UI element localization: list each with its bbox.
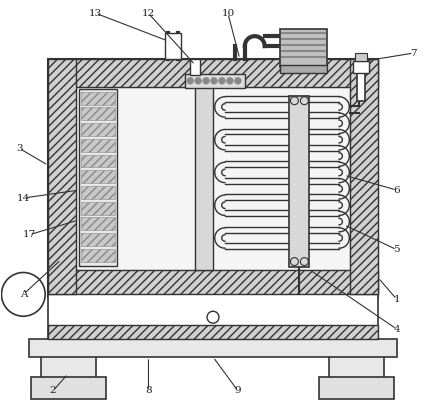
Bar: [48, 59, 378, 87]
Bar: [81, 186, 115, 199]
Bar: [81, 249, 115, 262]
Bar: [48, 59, 76, 294]
Bar: [81, 170, 115, 183]
Bar: [79, 89, 117, 266]
Bar: [31, 377, 106, 399]
Bar: [166, 33, 181, 59]
Bar: [48, 59, 378, 297]
Text: 4: 4: [393, 325, 400, 334]
Circle shape: [235, 78, 241, 84]
Bar: [350, 59, 378, 294]
Circle shape: [219, 78, 225, 84]
Text: 9: 9: [234, 386, 241, 395]
Text: 12: 12: [142, 9, 155, 18]
Bar: [190, 59, 200, 75]
Bar: [319, 377, 394, 399]
Circle shape: [203, 78, 209, 84]
Bar: [81, 107, 115, 120]
Bar: [195, 87, 213, 270]
Circle shape: [211, 78, 217, 84]
Circle shape: [195, 78, 201, 84]
Text: 17: 17: [23, 230, 36, 239]
Text: 10: 10: [221, 9, 234, 18]
Bar: [329, 354, 384, 389]
Text: 5: 5: [393, 245, 400, 254]
Circle shape: [227, 78, 233, 84]
Bar: [29, 339, 397, 357]
Text: 14: 14: [17, 194, 30, 202]
Bar: [81, 202, 115, 215]
Text: 13: 13: [89, 9, 102, 18]
Bar: [289, 96, 309, 266]
Text: 2: 2: [50, 386, 56, 395]
Bar: [280, 29, 327, 67]
Bar: [48, 325, 378, 339]
Bar: [353, 61, 369, 73]
Text: 1: 1: [393, 295, 400, 304]
Text: A: A: [20, 290, 27, 299]
Bar: [81, 139, 115, 152]
Bar: [81, 92, 115, 104]
Bar: [81, 217, 115, 230]
Bar: [280, 65, 327, 73]
Bar: [76, 87, 350, 270]
Bar: [81, 155, 115, 167]
Bar: [48, 270, 378, 294]
Bar: [81, 233, 115, 246]
Text: 8: 8: [145, 386, 152, 395]
Bar: [41, 354, 96, 389]
Bar: [48, 294, 378, 339]
Bar: [355, 53, 367, 61]
Bar: [357, 73, 365, 101]
Bar: [81, 123, 115, 136]
Bar: [185, 74, 245, 88]
Text: 7: 7: [410, 49, 417, 58]
Text: 6: 6: [393, 185, 400, 194]
Circle shape: [187, 78, 193, 84]
Text: 3: 3: [16, 144, 23, 153]
